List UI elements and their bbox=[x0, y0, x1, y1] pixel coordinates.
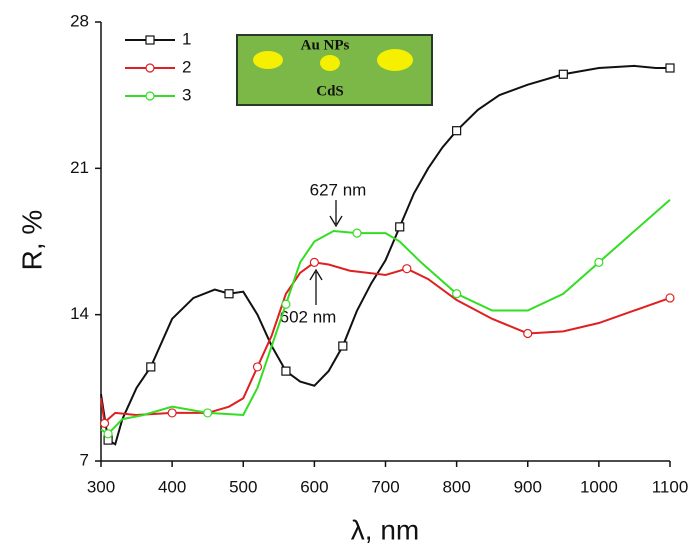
annotation-arrow bbox=[309, 268, 323, 305]
x-tick-label: 300 bbox=[87, 477, 115, 496]
legend-label: 2 bbox=[182, 57, 191, 76]
marker bbox=[523, 328, 533, 339]
legend-label: 1 bbox=[182, 29, 191, 48]
marker bbox=[402, 264, 412, 274]
inset-label: CdS bbox=[316, 83, 344, 99]
x-tick-label: 900 bbox=[514, 477, 542, 496]
marker bbox=[167, 408, 177, 418]
nanoparticle bbox=[377, 49, 413, 71]
y-axis-title: R, % bbox=[16, 210, 47, 271]
annotation: 627 nm bbox=[310, 180, 367, 199]
x-tick-label: 400 bbox=[158, 477, 186, 496]
marker bbox=[145, 63, 155, 73]
y-tick-label: 14 bbox=[70, 304, 89, 323]
y-tick-label: 28 bbox=[70, 11, 89, 30]
marker bbox=[224, 289, 234, 299]
legend-label: 3 bbox=[182, 85, 191, 104]
marker bbox=[252, 362, 263, 372]
marker bbox=[281, 299, 291, 309]
marker bbox=[558, 69, 568, 79]
marker bbox=[103, 429, 113, 439]
marker bbox=[395, 222, 405, 232]
marker bbox=[338, 341, 348, 351]
marker bbox=[309, 257, 319, 268]
series-line bbox=[100, 198, 671, 436]
x-tick-label: 500 bbox=[229, 477, 257, 496]
inset-label: Au NPs bbox=[301, 37, 350, 53]
nanoparticle bbox=[253, 51, 283, 69]
x-tick-label: 800 bbox=[442, 477, 470, 496]
annotation: 602 nm bbox=[280, 307, 337, 326]
x-axis-title: λ, nm bbox=[351, 514, 419, 545]
marker bbox=[145, 35, 155, 45]
marker bbox=[665, 293, 675, 303]
marker bbox=[452, 289, 462, 299]
annotation-arrow bbox=[329, 200, 343, 228]
nanoparticle bbox=[320, 55, 340, 71]
y-tick-label: 7 bbox=[80, 450, 89, 469]
marker bbox=[99, 418, 110, 428]
marker bbox=[203, 408, 213, 418]
x-tick-label: 1000 bbox=[580, 477, 618, 496]
x-tick-label: 600 bbox=[300, 477, 328, 496]
marker bbox=[665, 63, 675, 73]
marker bbox=[452, 126, 462, 136]
marker bbox=[146, 362, 156, 372]
marker bbox=[594, 257, 604, 268]
marker bbox=[281, 366, 291, 376]
marker bbox=[352, 228, 362, 238]
x-tick-label: 1100 bbox=[652, 477, 689, 496]
inset: Au NPs CdS bbox=[236, 34, 433, 106]
series-line bbox=[100, 261, 671, 426]
x-tick-label: 700 bbox=[371, 477, 399, 496]
series-line bbox=[100, 64, 670, 446]
y-tick-label: 21 bbox=[70, 158, 89, 177]
marker bbox=[145, 91, 155, 101]
